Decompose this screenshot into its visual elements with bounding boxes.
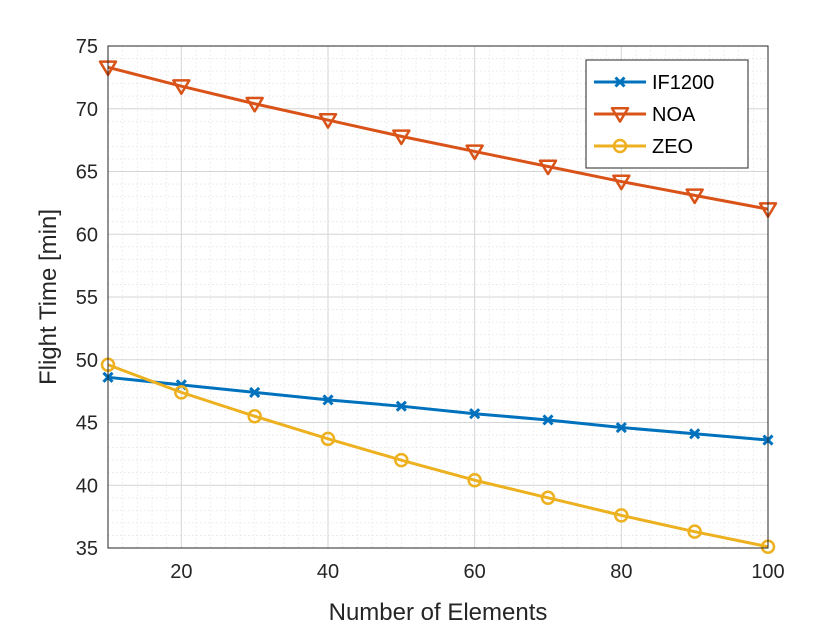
data-point-marker bbox=[245, 96, 264, 113]
data-point-marker bbox=[172, 79, 191, 96]
y-tick-label: 60 bbox=[76, 224, 98, 246]
data-point-marker bbox=[689, 428, 701, 440]
data-point-marker bbox=[612, 174, 631, 191]
legend-label: IF1200 bbox=[652, 72, 714, 94]
data-point-marker bbox=[247, 408, 262, 424]
data-point-marker bbox=[467, 472, 482, 488]
data-point-marker bbox=[612, 138, 628, 154]
data-point-marker bbox=[540, 490, 556, 506]
y-tick-label: 45 bbox=[76, 413, 98, 435]
x-tick-label: 40 bbox=[317, 561, 339, 583]
y-tick-label: 35 bbox=[76, 538, 98, 560]
y-tick-label: 70 bbox=[76, 99, 98, 121]
data-point-marker bbox=[174, 385, 189, 400]
y-axis-title: Flight Time [min] bbox=[35, 209, 62, 385]
legend-label: ZEO bbox=[652, 136, 693, 158]
series-line bbox=[107, 363, 769, 549]
x-tick-label: 20 bbox=[170, 561, 192, 583]
data-point-marker bbox=[614, 508, 629, 523]
data-point-marker bbox=[469, 408, 481, 420]
data-point-marker bbox=[614, 76, 626, 88]
x-axis-title: Number of Elements bbox=[329, 599, 548, 626]
data-point-marker bbox=[320, 431, 336, 447]
legend: IF1200 NOA ZEO bbox=[585, 59, 749, 169]
x-tick-label: 80 bbox=[610, 561, 632, 583]
data-point-marker bbox=[685, 188, 704, 205]
y-tick-label: 50 bbox=[76, 350, 98, 372]
series-noa bbox=[98, 60, 778, 218]
y-tick-label: 75 bbox=[76, 36, 98, 58]
data-point-marker bbox=[318, 113, 338, 129]
data-point-marker bbox=[610, 106, 630, 123]
legend-label: NOA bbox=[652, 104, 696, 126]
data-point-marker bbox=[538, 159, 558, 176]
legend-entry: IF1200 bbox=[594, 72, 714, 94]
x-tick-label: 60 bbox=[464, 561, 486, 583]
legend-entry: NOA bbox=[594, 104, 696, 126]
data-point-marker bbox=[687, 524, 702, 539]
x-tick-labels: 20 40 60 80 100 bbox=[170, 561, 784, 583]
y-tick-label: 40 bbox=[76, 475, 98, 497]
plot-frame bbox=[107, 45, 769, 549]
data-point-marker bbox=[465, 144, 484, 161]
series-if1200 bbox=[102, 371, 774, 446]
y-tick-label: 55 bbox=[76, 287, 98, 309]
legend-entry: ZEO bbox=[594, 136, 693, 158]
series-line bbox=[107, 375, 769, 442]
series-layer bbox=[98, 60, 778, 554]
data-point-marker bbox=[322, 394, 334, 406]
x-tick-label: 100 bbox=[751, 561, 784, 583]
data-point-marker bbox=[249, 386, 261, 398]
y-tick-labels: 35 40 45 50 55 60 65 70 75 bbox=[76, 36, 98, 560]
data-point-marker bbox=[615, 421, 627, 434]
data-point-marker bbox=[395, 400, 407, 412]
y-tick-label: 65 bbox=[76, 162, 98, 184]
data-point-marker bbox=[394, 452, 409, 468]
series-line bbox=[107, 65, 769, 211]
data-point-marker bbox=[392, 129, 411, 146]
data-point-marker bbox=[542, 414, 554, 426]
